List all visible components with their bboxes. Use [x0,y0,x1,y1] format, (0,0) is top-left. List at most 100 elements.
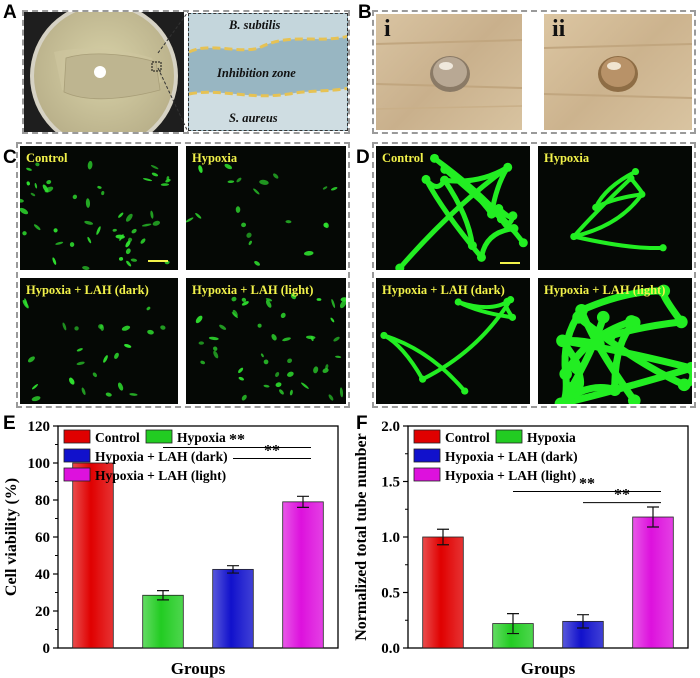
cell-dot [31,396,41,402]
cell-dot [241,222,247,228]
y-tick-label: 120 [28,419,51,435]
panel-label-f: F [356,413,368,434]
cell-dot [195,212,202,219]
cell-dot [248,240,252,246]
cell-dot [322,186,328,190]
tube-node [575,303,588,317]
cell-dot [118,212,124,218]
cell-dot [119,234,124,241]
legend-swatch-1 [495,429,523,444]
bar-1 [492,623,534,649]
bar-3 [282,501,324,649]
cell-dot [198,165,203,173]
cell-image-light: Hypoxia + LAH (light) [186,278,346,404]
cell-dot [98,324,104,329]
tube-node [592,203,600,212]
cell-dot [227,180,235,184]
legend-label-3: Hypoxia + LAH (light) [445,468,576,483]
cell-dot [126,260,132,267]
cell-dot [101,190,105,196]
legend-swatch-3 [413,467,441,482]
inhibition-zone-zoom: B. subtilis Inhibition zone S. aureus [188,13,348,131]
cell-dot [97,185,102,189]
bar-2 [212,568,254,649]
tube-segment [571,176,633,239]
cell-dot [259,179,269,185]
cell-dot [20,207,29,215]
cell-dot [22,231,27,236]
y-tick-label: 1.5 [381,475,400,491]
cell-dot [290,293,297,300]
cell-dot [235,206,241,213]
cell-dot [236,177,242,183]
cell-dot [131,228,137,234]
tube-segment [442,166,495,217]
cell-dot [81,387,86,395]
tube-label-hypoxia: Hypoxia [544,151,590,165]
cell-dot [152,220,161,226]
bar-0 [72,462,114,649]
cell-dot [20,198,24,203]
tube-label-dark: Hypoxia + LAH (dark) [382,283,505,297]
cell-dot [72,194,78,200]
panel-b-frame [372,10,696,134]
chart-e-cell-viability: 0 20 40 60 80 100 120 Cell viability (%) Groups *… [3,419,339,678]
cell-dot [112,228,117,232]
cell-dot [265,299,272,308]
cell-dot [150,210,154,219]
cell-dot [287,358,293,364]
cell-dot [333,336,340,342]
tube-segment [456,297,513,310]
tube-segment [571,234,666,251]
cell-dot [241,301,249,306]
cell-dot [52,257,57,265]
cell-dot [265,298,273,302]
cell-dot [241,394,247,401]
y-tick-label: 80 [35,493,50,509]
y-tick-label: 0 [43,641,51,657]
cell-dot [322,368,329,373]
cell-dot [303,250,314,256]
cell-dot [323,222,328,228]
cell-dot [62,322,67,331]
cell-dot [125,213,133,222]
legend-label-3: Hypoxia + LAH (light) [95,468,226,483]
cell-dot [147,329,154,335]
tube-node [608,383,622,396]
cell-dot [208,336,219,341]
cell-dot [246,232,252,238]
cell-dot [328,394,334,401]
error-bar-1 [507,612,519,635]
cell-dot [238,367,244,374]
legend-label-1: Hypoxia [527,430,576,445]
tube-node [419,375,427,383]
droplet-photo-ii: ii [544,14,692,130]
scale-bar [148,260,168,262]
cell-dot [151,172,159,177]
cell-dot [305,335,316,340]
cell-dot [55,241,64,245]
cell-dot [330,187,338,191]
chart-f-tube-number: 0.0 0.5 1.0 1.5 2.0 Normalized total tube num… [353,419,689,678]
cell-dot [146,306,151,311]
tube-image-hypoxia: Hypoxia [538,146,692,270]
petri-dish-photo [24,12,184,132]
cell-dot [195,315,203,324]
cell-dot [33,224,41,231]
significance-mark-1: ** [229,431,245,448]
cell-dot [118,257,124,261]
cell-dot [280,312,286,319]
cell-dot [121,325,131,331]
legend-swatch-3 [63,467,91,482]
cell-dot [141,223,152,227]
cell-dot [85,198,91,208]
legend-swatch-1 [145,429,173,444]
cell-dot [125,240,131,248]
bar-1 [142,594,184,649]
cell-dot [339,300,346,309]
cell-dot [27,356,35,363]
saureus-label: S. aureus [229,111,278,125]
cell-dot [331,299,336,308]
tube-node [627,394,641,404]
bar-0 [422,536,464,649]
